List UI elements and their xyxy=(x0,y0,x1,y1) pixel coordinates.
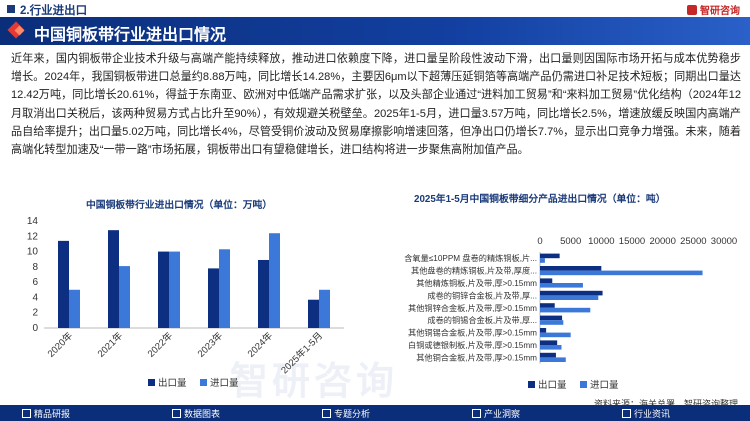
y-tick-label: 2 xyxy=(32,308,38,319)
hbar-import xyxy=(540,258,545,263)
y-tick-label: 其他盘卷的精炼铜板,片及带,厚度... xyxy=(411,266,537,276)
y-tick-label: 0 xyxy=(32,323,38,334)
y-tick-label: 其他铜锌合金板,片及带,厚>0.15mm xyxy=(408,303,537,313)
x-tick-label: 2021年 xyxy=(95,329,126,360)
y-tick-label: 白铜或德银制板,片及带,厚>0.15mm xyxy=(408,340,537,350)
title-banner: 中国铜板带行业进出口情况 xyxy=(0,17,750,45)
footer-item-3[interactable]: 专题分析 xyxy=(322,407,370,420)
hbar-import xyxy=(540,320,564,325)
y-tick-label: 14 xyxy=(27,216,39,227)
x-tick-label: 2023年 xyxy=(195,329,226,360)
x-tick-label: 2022年 xyxy=(145,329,176,360)
hbar-export xyxy=(540,352,556,358)
hbar-import xyxy=(540,283,583,288)
y-tick-label: 其他铜锡合金板,片及带,厚>0.15mm xyxy=(408,328,537,338)
y-tick-label: 6 xyxy=(32,277,38,288)
section-square-icon xyxy=(7,5,15,13)
x-tick-label: 20000 xyxy=(649,236,675,247)
x-tick-label: 30000 xyxy=(711,236,737,247)
hbar-export xyxy=(540,278,553,283)
bar-export xyxy=(308,299,319,328)
top-bar: 2.行业进出口 智研咨询 xyxy=(0,0,750,17)
footer-item-label: 产业洞察 xyxy=(484,409,521,419)
legend-label: 出口量 xyxy=(158,377,187,389)
banner-title: 中国铜板带行业进出口情况 xyxy=(34,27,227,44)
legend-swatch xyxy=(580,381,587,388)
hbar-import xyxy=(540,345,562,350)
footer-item-label: 专题分析 xyxy=(334,409,371,419)
left-chart-title: 中国铜板带行业进出口情况（单位：万吨） xyxy=(86,200,273,211)
x-tick-label: 5000 xyxy=(560,236,581,247)
hbar-export xyxy=(540,290,603,296)
footer-box-icon xyxy=(322,409,331,418)
bar-export xyxy=(58,240,69,328)
hbar-export xyxy=(540,266,602,271)
x-tick-label: 2025年1-5月 xyxy=(279,330,326,377)
x-tick-label: 10000 xyxy=(588,236,614,247)
hbar-import xyxy=(540,295,599,300)
footer-bar: 精品研报 数据图表 专题分析 产业洞察 行业资讯 xyxy=(0,405,750,421)
hbar-export xyxy=(540,253,560,259)
legend-swatch xyxy=(148,379,155,386)
y-tick-label: 其他铜合金板,片及带,厚>0.15mm xyxy=(416,352,537,362)
x-tick-label: 2024年 xyxy=(245,329,276,360)
bar-export xyxy=(208,268,219,328)
legend-label: 进口量 xyxy=(590,380,619,391)
y-tick-label: 8 xyxy=(32,262,38,273)
footer-item-5[interactable]: 行业资讯 xyxy=(622,407,670,420)
summary-paragraph: 近年来，国内铜板带企业技术升级与高端产能持续释放，推动进口依赖度下降，进口量呈阶… xyxy=(11,53,741,157)
legend-label: 进口量 xyxy=(210,378,239,389)
hbar-export xyxy=(540,315,563,321)
bar-import xyxy=(269,233,280,328)
bar-export xyxy=(108,230,119,328)
bar-import xyxy=(119,266,130,328)
hbar-import xyxy=(540,270,703,276)
x-tick-label: 25000 xyxy=(680,236,706,247)
footer-item-label: 行业资讯 xyxy=(634,409,671,419)
y-tick-label: 12 xyxy=(27,231,39,242)
footer-box-icon xyxy=(172,409,181,418)
brand-logo: 智研咨询 xyxy=(687,2,740,17)
x-tick-label: 2020年 xyxy=(45,329,76,360)
footer-item-1[interactable]: 精品研报 xyxy=(22,407,70,420)
y-tick-label: 10 xyxy=(27,247,39,258)
hbar-export xyxy=(540,303,555,308)
bar-import xyxy=(219,249,230,328)
hbar-export xyxy=(540,328,547,333)
bar-import xyxy=(319,289,330,328)
footer-item-label: 精品研报 xyxy=(34,409,71,419)
left-bar-chart: 0 2 4 6 8 10 12 14 2020年 2021年 2022年 2023年 2024年 2025… xyxy=(27,216,344,389)
footer-box-icon xyxy=(622,409,631,418)
x-tick-label: 15000 xyxy=(619,236,645,247)
bar-import xyxy=(69,289,80,328)
source-note: 资料来源：海关总署、智研咨询整理 xyxy=(593,399,738,409)
y-tick-label: 成卷的铜锡合金板,片及带,厚... xyxy=(427,315,537,325)
watermark-text: 智研咨询 xyxy=(230,361,399,403)
hbar-export xyxy=(540,340,558,345)
bar-export xyxy=(258,259,269,328)
footer-item-4[interactable]: 产业洞察 xyxy=(472,407,520,420)
bar-import xyxy=(169,251,180,328)
legend-swatch xyxy=(200,379,207,386)
bar-export xyxy=(158,251,169,328)
footer-box-icon xyxy=(472,409,481,418)
hbar-import xyxy=(540,332,571,338)
hbar-import xyxy=(540,307,591,313)
y-tick-label: 成卷的铜锌合金板,片及带,厚... xyxy=(427,290,537,300)
legend-label: 出口量 xyxy=(538,379,567,391)
footer-item-label: 数据图表 xyxy=(184,409,221,419)
hbar-import xyxy=(540,357,566,362)
logo-icon xyxy=(687,5,697,15)
x-tick-label: 0 xyxy=(537,236,542,247)
footer-box-icon xyxy=(22,409,31,418)
right-hbar-chart: 0 5000 10000 15000 20000 25000 30000 含氧量≤10PPM … xyxy=(404,236,737,391)
logo-text: 智研咨询 xyxy=(700,6,740,17)
y-tick-label: 4 xyxy=(32,292,38,303)
y-tick-label: 其他精炼铜板,片及带,厚>0.15mm xyxy=(416,278,537,288)
legend-swatch xyxy=(528,381,535,388)
y-tick-label: 含氧量≤10PPM 盘卷的精炼铜板,片... xyxy=(404,253,537,263)
section-title: 2.行业进出口 xyxy=(20,5,88,17)
footer-item-2[interactable]: 数据图表 xyxy=(172,407,220,420)
right-chart-title: 2025年1-5月中国铜板带细分产品进出口情况（单位：吨） xyxy=(414,194,666,205)
